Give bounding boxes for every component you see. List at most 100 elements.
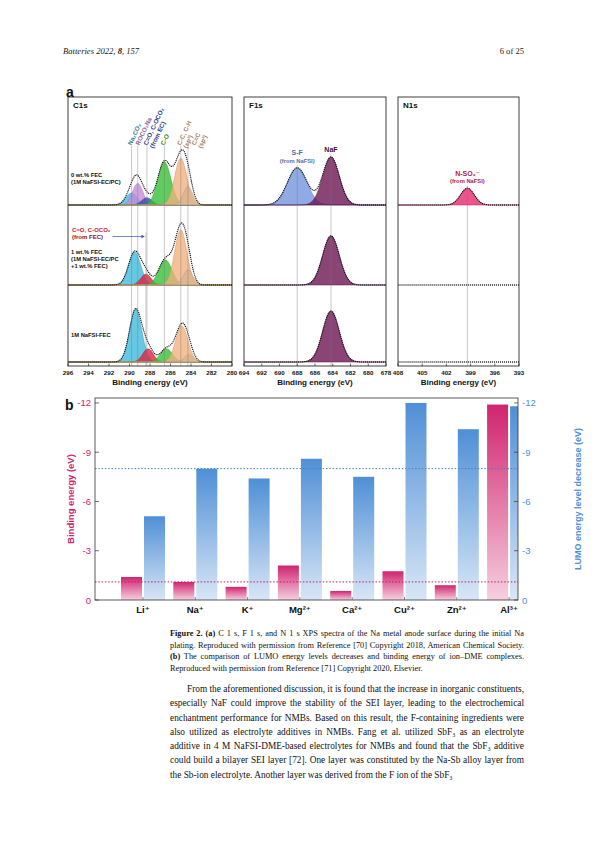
x-tick-label: 280 (227, 369, 238, 376)
x-tick (247, 597, 248, 600)
x-tick-label: Mg²⁺ (289, 604, 311, 615)
x-tick (261, 364, 262, 367)
bar (487, 405, 508, 600)
bar (226, 587, 247, 600)
peak (68, 355, 232, 362)
x-tick (232, 364, 233, 367)
spectra (398, 188, 519, 362)
row-label: (1M NaFSI-EC/PC (71, 256, 119, 262)
bar (121, 577, 142, 600)
peak (244, 311, 386, 362)
y2-axis-label: LUMO energy level decrease (eV) (573, 428, 583, 570)
envelope (244, 236, 386, 285)
figure: a0 wt.% FEC(1M NaFSI-EC/PC)1 wt.% FEC(1M… (0, 0, 595, 625)
y2-tick-label: -9 (522, 447, 530, 458)
x-tick (519, 364, 520, 367)
x-tick (494, 364, 495, 367)
y2-tick (514, 501, 518, 502)
x-tick-label: 396 (490, 369, 501, 376)
row-label: 1 wt.% FEC (71, 249, 103, 255)
bar (278, 566, 299, 600)
row-label: 0 wt.% FEC (71, 172, 103, 178)
y-tick-label: -12 (77, 397, 91, 408)
spectra (244, 157, 386, 362)
guide-line (330, 154, 331, 366)
guide-line (467, 185, 468, 366)
x-tick-label: 690 (274, 369, 285, 376)
x-tick-label: 408 (393, 369, 404, 376)
bar (144, 516, 165, 600)
peak-label-line: C-O (159, 133, 170, 147)
guide-line (180, 146, 181, 366)
envelope (68, 150, 232, 205)
panel-title: F1s (249, 101, 263, 110)
y-tick-label: 0 (86, 595, 91, 606)
x-tick (352, 597, 353, 600)
x-tick-label: 288 (145, 369, 156, 376)
x-tick (404, 597, 405, 600)
bar (435, 585, 456, 600)
x-axis-label: Binding energy (eV) (112, 378, 188, 387)
peak (68, 162, 232, 205)
x-tick-label: K⁺ (242, 604, 254, 615)
x-tick (191, 364, 192, 367)
bars (95, 403, 518, 600)
caption-tag: (a) (206, 629, 216, 638)
guide-line (297, 165, 298, 366)
x-tick (398, 364, 399, 367)
page: Batteries 2022, 8, 157 6 of 25 a0 wt.% F… (0, 0, 595, 842)
x-tick-label: 399 (465, 369, 476, 376)
y-tick (95, 550, 99, 551)
guide-line (137, 146, 138, 366)
peak-labels: N-SO₂⁻(from NaFSI) (450, 170, 485, 366)
x-tick-label: 680 (363, 369, 374, 376)
page-number: 6 of 25 (500, 46, 524, 56)
peak-label: C=O, C-OCO₂(from EC) (142, 106, 173, 149)
x-tick-label: Cu²⁺ (394, 604, 415, 615)
peak-labels: S-F(from NaFSI)NaF (280, 146, 338, 366)
y2-tick-label: -3 (522, 545, 530, 556)
guide-line (187, 146, 188, 366)
x-tick (509, 597, 510, 600)
x-tick-label: 284 (186, 369, 197, 376)
caption-text: C 1 s, F 1 s, and N 1 s XPS spectra of t… (170, 629, 524, 650)
x-tick-label: Ca²⁺ (342, 604, 362, 615)
x-tick-label: 296 (63, 369, 74, 376)
frame (95, 398, 518, 600)
envelope (398, 188, 519, 205)
frame (68, 97, 232, 366)
header-part: Batteries 2022, (63, 46, 118, 56)
y-tick (95, 452, 99, 453)
peak-label: C-O (159, 133, 170, 147)
row-label: (1M NaFSI-EC/PC) (71, 179, 121, 185)
header-part: 8 (118, 46, 122, 56)
peak (68, 349, 232, 362)
bar (383, 571, 404, 600)
caption-text: The comparison of LUMO energy levels dec… (170, 652, 524, 673)
x-tick (195, 597, 196, 600)
x-tick (350, 364, 351, 367)
y-tick (95, 402, 99, 403)
x-tick (143, 597, 144, 600)
x-tick (129, 364, 130, 367)
annotation: (from FEC) (72, 234, 103, 240)
annotation: C=O, C-OCO₂ (72, 227, 111, 233)
peak (68, 230, 232, 285)
guide-line (131, 146, 132, 366)
x-tick (386, 364, 387, 367)
x-tick (109, 364, 110, 367)
x-tick-label: 405 (417, 369, 428, 376)
x-tick (297, 364, 298, 367)
y-tick-label: -9 (83, 447, 91, 458)
caption-label: Figure 2. (170, 629, 203, 638)
row-label: +1 wt.% FEC) (71, 263, 108, 269)
x-tick (211, 364, 212, 367)
x-tick (244, 364, 245, 367)
y-axis-label: Binding energy (eV) (65, 454, 76, 544)
arrow-head (141, 235, 145, 239)
panel-label: b (65, 397, 74, 413)
frame (244, 97, 386, 366)
peak-label-line: (sp²) (196, 134, 209, 150)
x-tick (299, 597, 300, 600)
bar (510, 406, 518, 600)
